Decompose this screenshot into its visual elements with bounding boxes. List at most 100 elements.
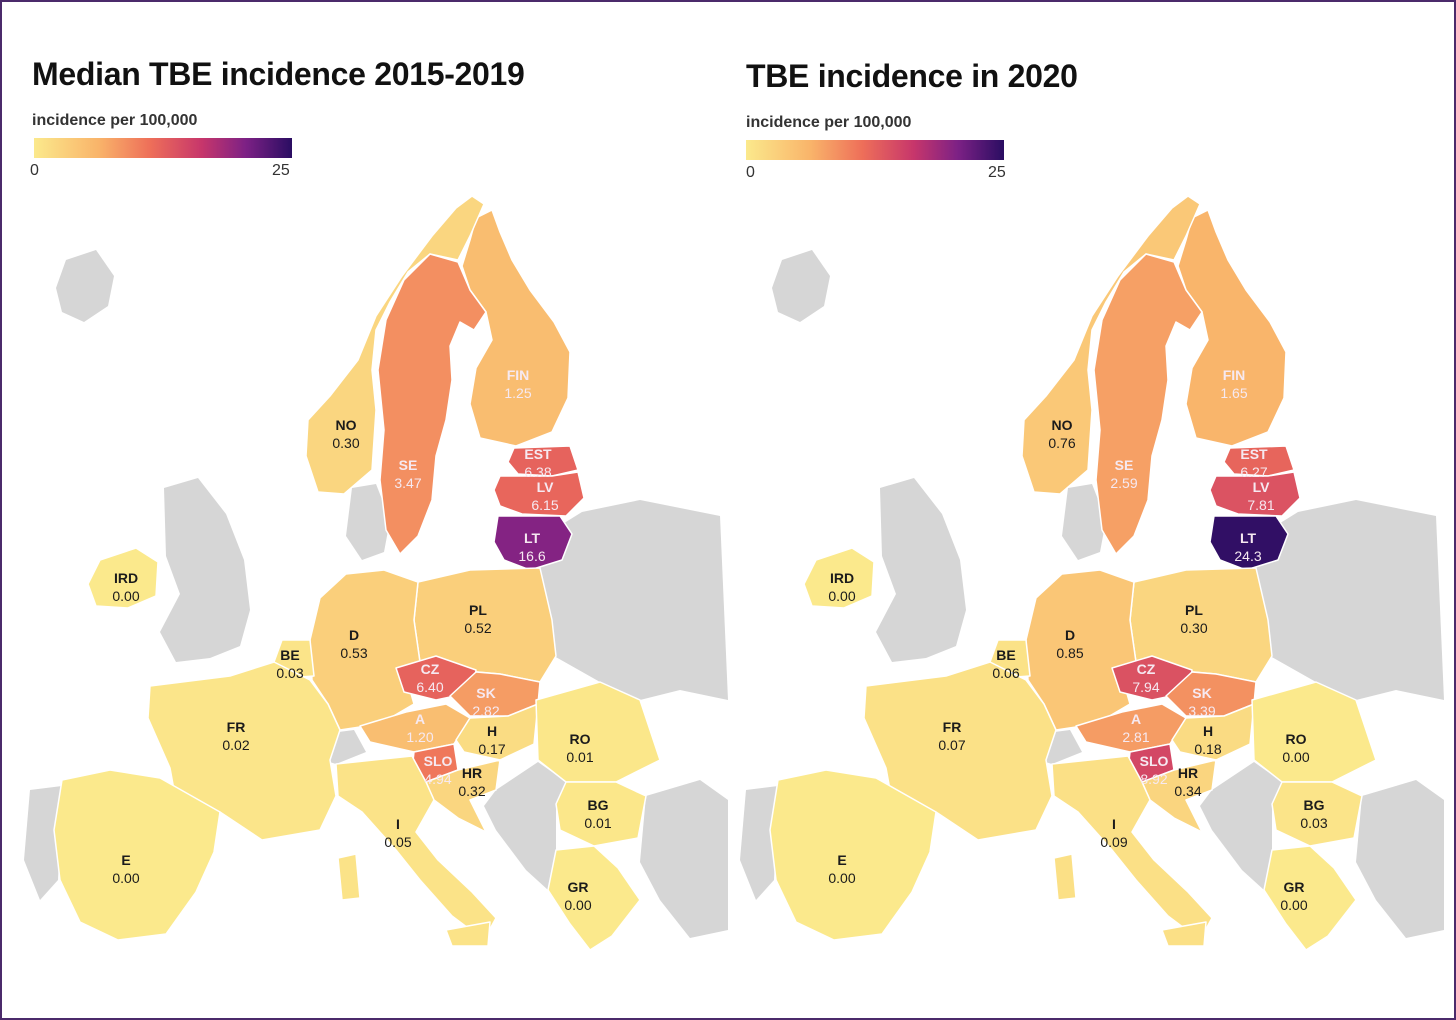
country-label-slo: SLO 8.92 [1140, 752, 1169, 788]
country-label-be: BE 0.03 [276, 646, 303, 682]
country-shape-ro [535, 681, 661, 783]
choropleth-map [740, 195, 1444, 951]
country-code: GR [1283, 879, 1305, 895]
country-label-a: A 1.20 [406, 710, 433, 746]
country-code: BE [280, 647, 300, 663]
map-panel-2015-2019: Median TBE incidence 2015-2019 incidence… [0, 0, 728, 1016]
incidence-value: 0.06 [992, 665, 1020, 681]
country-label-sk: SK 3.39 [1188, 684, 1215, 720]
no-data-country-shape [772, 250, 830, 322]
country-shape-i [1161, 921, 1207, 947]
country-code: RO [1285, 731, 1307, 747]
country-label-ro: RO 0.01 [566, 730, 593, 766]
incidence-value: 6.15 [531, 497, 559, 513]
country-label-gr: GR 0.00 [1280, 878, 1307, 914]
incidence-value: 3.39 [1188, 703, 1216, 719]
no-data-country-shape [1200, 762, 1282, 890]
country-label-pl: PL 0.30 [1180, 601, 1207, 637]
country-code: FR [942, 719, 962, 735]
no-data-country-shape [160, 478, 250, 662]
incidence-value: 3.47 [394, 475, 422, 491]
country-code: E [121, 852, 131, 868]
incidence-value: 0.00 [112, 588, 140, 604]
country-code: HR [1177, 765, 1199, 781]
incidence-value: 1.25 [504, 385, 532, 401]
country-shape-ird [87, 547, 159, 609]
no-data-country-shape [540, 500, 728, 700]
incidence-value: 7.81 [1247, 497, 1275, 513]
country-code: FR [226, 719, 246, 735]
country-label-bg: BG 0.01 [584, 796, 611, 832]
country-code: I [1112, 816, 1116, 832]
country-label-bg: BG 0.03 [1300, 796, 1327, 832]
country-code: FIN [1222, 367, 1246, 383]
country-code: PL [469, 602, 487, 618]
incidence-value: 0.01 [566, 749, 594, 765]
legend-max-label: 25 [272, 162, 290, 179]
country-shape-h [1171, 703, 1255, 761]
incidence-value: 0.30 [332, 435, 360, 451]
country-code: H [486, 723, 498, 739]
country-label-ro: RO 0.00 [1282, 730, 1309, 766]
choropleth-map [24, 195, 728, 951]
country-code: CZ [420, 661, 440, 677]
country-shape-i [335, 755, 497, 941]
country-code: FIN [506, 367, 530, 383]
country-shape-fr [863, 661, 1057, 841]
country-label-fin: FIN 1.65 [1220, 366, 1247, 402]
country-shape-fin [1177, 209, 1287, 447]
country-label-no: NO 0.30 [332, 416, 359, 452]
country-label-lv: LV 6.15 [531, 478, 558, 514]
no-data-country-shape [484, 762, 566, 890]
country-label-cz: CZ 7.94 [1132, 660, 1159, 696]
country-code: LT [1239, 530, 1257, 546]
country-shape-fr [147, 661, 341, 841]
incidence-value: 0.17 [478, 741, 506, 757]
incidence-value: 0.03 [276, 665, 304, 681]
country-label-fr: FR 0.02 [222, 718, 249, 754]
incidence-value: 0.00 [1280, 897, 1308, 913]
country-label-est: EST 6.38 [524, 445, 551, 481]
country-label-est: EST 6.27 [1240, 445, 1267, 481]
map-title: TBE incidence in 2020 [746, 58, 1078, 94]
country-label-fr: FR 0.07 [938, 718, 965, 754]
country-label-h: H 0.17 [478, 722, 505, 758]
country-code: E [837, 852, 847, 868]
country-code: CZ [1136, 661, 1156, 677]
country-code: SK [476, 685, 496, 701]
country-code: A [1130, 711, 1142, 727]
country-shape-lv [1209, 471, 1301, 517]
country-shape-gr [1263, 845, 1357, 951]
country-label-pl: PL 0.52 [464, 601, 491, 637]
country-label-d: D 0.85 [1056, 626, 1083, 662]
incidence-value: 0.00 [828, 588, 856, 604]
country-shape-hr [1141, 759, 1217, 833]
incidence-value: 0.09 [1100, 834, 1128, 850]
country-shape-lv [493, 471, 585, 517]
country-code: RO [569, 731, 591, 747]
country-label-lt: LT 24.3 [1234, 529, 1261, 565]
no-data-country-shape [1356, 780, 1444, 938]
country-shape-e [769, 769, 937, 941]
country-code: SLO [1139, 753, 1169, 769]
country-label-slo: SLO 4.94 [424, 752, 453, 788]
country-code: NO [1051, 417, 1073, 433]
incidence-value: 0.03 [1300, 815, 1328, 831]
incidence-value: 16.6 [518, 548, 546, 564]
country-label-se: SE 2.59 [1110, 456, 1137, 492]
incidence-value: 0.30 [1180, 620, 1208, 636]
incidence-value: 0.00 [1282, 749, 1310, 765]
incidence-value: 0.76 [1048, 435, 1076, 451]
incidence-value: 0.00 [112, 870, 140, 886]
country-label-sk: SK 2.82 [472, 684, 499, 720]
no-data-country-shape [740, 786, 778, 900]
country-code: IRD [113, 570, 139, 586]
country-label-e: E 0.00 [112, 851, 139, 887]
country-code: SE [1114, 457, 1134, 473]
country-code: BG [587, 797, 609, 813]
incidence-value: 0.34 [1174, 783, 1202, 799]
incidence-value: 0.07 [938, 737, 966, 753]
country-shape-ro [1251, 681, 1377, 783]
country-code: SK [1192, 685, 1212, 701]
